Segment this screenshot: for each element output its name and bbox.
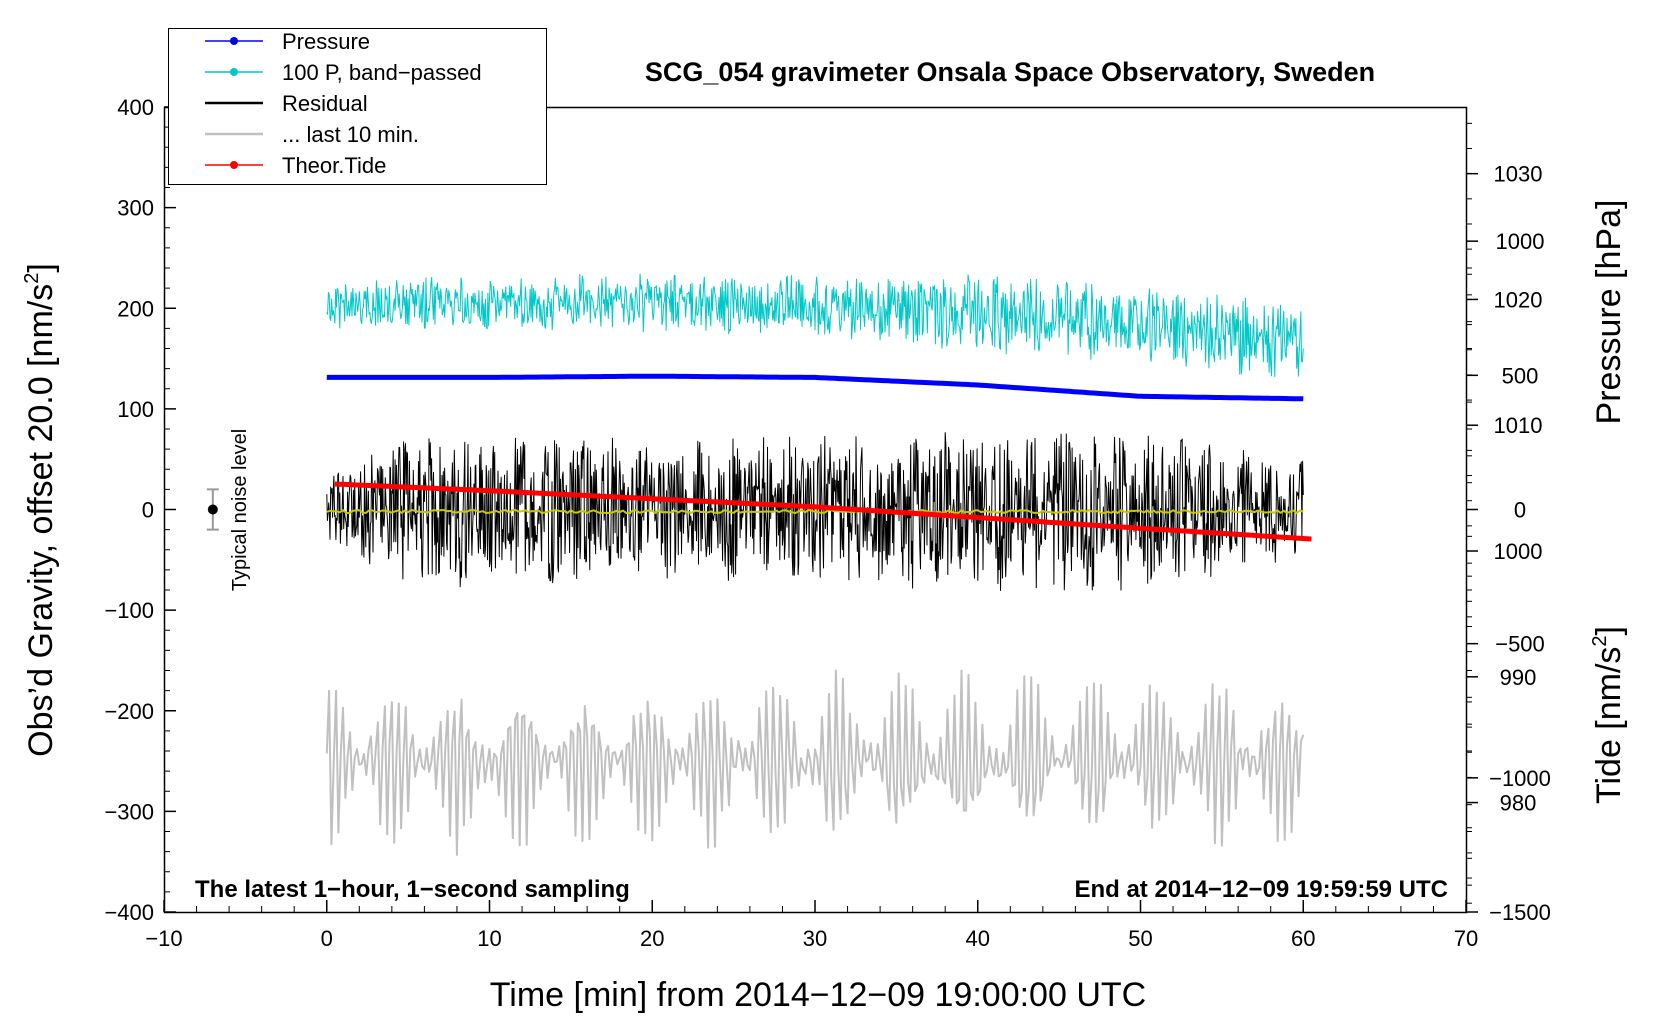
x-axis-label: Time [min] from 2014−12−09 19:00:00 UTC — [490, 976, 1146, 1014]
legend-label-2: Residual — [282, 91, 368, 116]
y-axis-label-tide-end: ] — [1590, 626, 1628, 635]
pressure-tick-label-1: 1020 — [1494, 287, 1543, 312]
y-axis-label-pressure: Pressure [hPa] — [1590, 200, 1628, 425]
y-tick-label-3: 100 — [117, 397, 154, 422]
y-axis-gravity: 400 300 200 100 0 −100 −200 −300 −400 — [104, 95, 176, 925]
noise-level-indicator: Typical noise level — [206, 429, 251, 591]
legend-label-0: Pressure — [282, 29, 370, 54]
y-axis-label-gravity-sup: 2 — [21, 273, 43, 284]
legend-label-3: ... last 10 min. — [282, 122, 419, 147]
legend-marker-0 — [230, 37, 238, 45]
y-tick-label-0: 400 — [117, 95, 154, 120]
x-tick-label-8: 70 — [1454, 926, 1478, 951]
noise-label: Typical noise level — [229, 429, 251, 591]
legend: Pressure 100 P, band−passed Residual ... la… — [168, 28, 547, 185]
tide-tick-label-5: −1500 — [1489, 900, 1551, 925]
tide-tick-label-1: 500 — [1502, 363, 1539, 388]
legend-marker-4 — [230, 161, 238, 169]
series-residual — [326, 432, 1304, 591]
tide-tick-label-0: 1000 — [1496, 229, 1545, 254]
series-pressure — [326, 373, 1304, 402]
pressure-tick-label-4: 990 — [1500, 665, 1537, 690]
y-axis-label-gravity-text: Obs’d Gravity, offset 20.0 [nm/s — [22, 284, 60, 757]
y-tick-label-1: 300 — [117, 196, 154, 221]
y-axis-label-tide: Tide [nm/s2] — [1589, 626, 1628, 804]
x-tick-label-2: 10 — [477, 926, 501, 951]
y-tick-label-6: −200 — [104, 699, 154, 724]
y-tick-label-2: 200 — [117, 296, 154, 321]
annotation-end-time: End at 2014−12−09 19:59:59 UTC — [1074, 876, 1448, 903]
series-last-10-min — [325, 669, 1305, 856]
x-tick-label-0: −10 — [145, 926, 182, 951]
tide-tick-label-2: 0 — [1514, 498, 1526, 523]
noise-point — [207, 504, 218, 515]
y-tick-label-8: −400 — [104, 900, 154, 925]
series-theor-tide — [334, 481, 1312, 542]
x-tick-label-1: 0 — [321, 926, 333, 951]
y-tick-label-4: 0 — [142, 498, 154, 523]
y-axis-label-gravity-end: ] — [22, 263, 60, 272]
tide-tick-label-4: −1000 — [1489, 766, 1551, 791]
legend-items: Pressure 100 P, band−passed Residual ... la… — [205, 29, 482, 178]
pressure-tick-label-0: 1030 — [1494, 162, 1543, 187]
y-axis-pressure: 1030 1020 1010 1000 990 980 — [1466, 122, 1543, 904]
x-tick-label-5: 40 — [966, 926, 990, 951]
legend-box — [168, 28, 547, 185]
legend-label-1: 100 P, band−passed — [282, 60, 482, 85]
y-axis-label-gravity: Obs’d Gravity, offset 20.0 [nm/s2] — [21, 263, 60, 757]
annotation-sampling: The latest 1−hour, 1−second sampling — [195, 876, 630, 903]
y-axis-label-tide-sup: 2 — [1589, 635, 1611, 646]
tide-tick-label-3: −500 — [1495, 632, 1545, 657]
pressure-tick-label-3: 1000 — [1494, 539, 1543, 564]
x-tick-label-7: 60 — [1291, 926, 1315, 951]
y-axis-label-tide-text: Tide [nm/s — [1590, 647, 1628, 804]
series-100-p-band-passed — [326, 273, 1304, 377]
chart-title: SCG_054 gravimeter Onsala Space Observat… — [645, 57, 1375, 87]
pressure-tick-label-5: 980 — [1500, 791, 1537, 816]
legend-label-4: Theor.Tide — [282, 153, 386, 178]
y-tick-label-7: −300 — [104, 799, 154, 824]
x-tick-label-6: 50 — [1128, 926, 1152, 951]
x-tick-label-4: 30 — [803, 926, 827, 951]
series-layer — [325, 273, 1312, 856]
y-tick-label-5: −100 — [104, 598, 154, 623]
y-axis-tide: 1000 500 0 −500 −1000 −1500 — [1466, 229, 1551, 925]
x-axis: −10 0 10 20 30 40 50 60 70 — [145, 900, 1478, 951]
pressure-tick-label-2: 1010 — [1494, 413, 1543, 438]
series-residual-smoothed — [326, 509, 1304, 514]
legend-marker-1 — [230, 68, 238, 76]
x-tick-label-3: 20 — [640, 926, 664, 951]
